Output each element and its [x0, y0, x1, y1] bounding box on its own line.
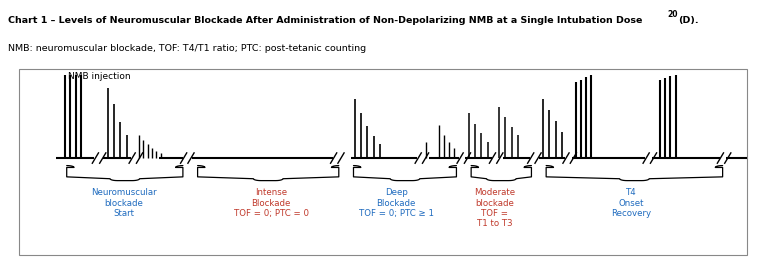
- Text: T4
Onset
Recovery: T4 Onset Recovery: [611, 188, 652, 218]
- Text: NMB injection: NMB injection: [68, 72, 131, 81]
- Text: Deep
Blockade
TOF = 0; PTC ≥ 1: Deep Blockade TOF = 0; PTC ≥ 1: [359, 188, 434, 218]
- Text: Intense
Blockade
TOF = 0; PTC = 0: Intense Blockade TOF = 0; PTC = 0: [234, 188, 309, 218]
- Text: Neuromuscular
blockade
Start: Neuromuscular blockade Start: [91, 188, 157, 218]
- Text: NMB: neuromuscular blockade, TOF: T4/T1 ratio; PTC: post-tetanic counting: NMB: neuromuscular blockade, TOF: T4/T1 …: [8, 44, 366, 53]
- Text: Chart 1 – Levels of Neuromuscular Blockade After Administration of Non-Depolariz: Chart 1 – Levels of Neuromuscular Blocka…: [8, 16, 645, 25]
- Text: 20: 20: [667, 10, 677, 19]
- Text: (D).: (D).: [678, 16, 699, 25]
- Text: Moderate
blockade
TOF =
T1 to T3: Moderate blockade TOF = T1 to T3: [474, 188, 515, 228]
